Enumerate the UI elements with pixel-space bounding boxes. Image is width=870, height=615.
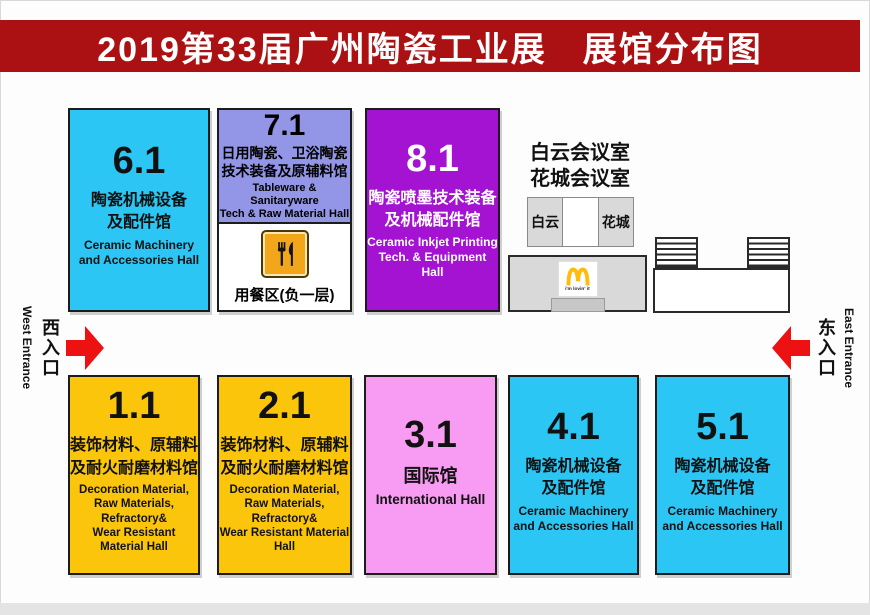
west-entrance-label-zh: 西入口 bbox=[40, 318, 60, 378]
hall-name-zh: 装饰材料、原辅料 及耐火耐磨材料馆 bbox=[70, 437, 199, 477]
hall-5-1: 5.1 陶瓷机械设备 及配件馆 Ceramic Machinery and Ac… bbox=[655, 375, 790, 575]
meeting-room-baiyun: 白云 bbox=[527, 197, 564, 247]
mcdonalds-slogan: i'm lovin' it bbox=[565, 286, 590, 292]
hall-name-zh: 国际馆 bbox=[403, 465, 458, 486]
meeting-rooms: 白云 花城 bbox=[527, 197, 634, 247]
hall-name-zh: 陶瓷喷墨技术装备 及机械配件馆 bbox=[368, 189, 497, 229]
hall-number: 1.1 bbox=[107, 385, 161, 428]
hall-name-zh: 日用陶瓷、卫浴陶瓷 技术装备及原辅料馆 bbox=[221, 144, 348, 179]
hall-number: 2.1 bbox=[258, 385, 311, 428]
hall-name-en: International Hall bbox=[375, 492, 486, 508]
hall-name-en: Tableware & Sanitaryware Tech & Raw Mate… bbox=[219, 181, 350, 221]
hall-number: 7.1 bbox=[263, 108, 306, 142]
hall-3-1: 3.1 国际馆 International Hall bbox=[364, 375, 497, 575]
meeting-room-huacheng: 花城 bbox=[597, 197, 634, 247]
hall-number: 4.1 bbox=[547, 406, 600, 449]
golden-arches-icon bbox=[566, 267, 589, 286]
stairs-icon bbox=[655, 237, 698, 268]
hall-2-1: 2.1 装饰材料、原辅料 及耐火耐磨材料馆 Decoration Materia… bbox=[217, 375, 352, 575]
east-entrance-label-en: East Entrance bbox=[842, 307, 856, 389]
west-entrance-label-en: West Entrance bbox=[20, 306, 34, 390]
east-entrance-label-zh: 东入口 bbox=[816, 318, 836, 378]
dining-label: 用餐区(负一层) bbox=[234, 286, 335, 304]
hall-name-en: Ceramic Machinery and Accessories Hall bbox=[662, 503, 783, 533]
hall-number: 5.1 bbox=[696, 406, 749, 449]
mcdonalds-building: i'm lovin' it bbox=[508, 255, 647, 312]
hall-name-en: Ceramic Inkjet Printing Tech. & Equipmen… bbox=[367, 235, 498, 280]
hall-number: 8.1 bbox=[406, 137, 459, 180]
hall-name-en: Ceramic Machinery and Accessories Hall bbox=[78, 237, 200, 267]
hall-number: 6.1 bbox=[112, 140, 166, 183]
page-edge bbox=[0, 603, 870, 615]
hall-name-zh: 陶瓷机械设备 及配件馆 bbox=[525, 458, 622, 498]
mcdonalds-logo: i'm lovin' it bbox=[557, 261, 598, 297]
hall-name-zh: 装饰材料、原辅料 及耐火耐磨材料馆 bbox=[220, 437, 349, 477]
hall-name-en: Decoration Material, Raw Materials, Refr… bbox=[219, 483, 350, 554]
east-building bbox=[653, 268, 790, 313]
dining-area: 用餐区(负一层) bbox=[219, 224, 350, 310]
west-entrance: West Entrance 西入口 bbox=[20, 298, 104, 398]
hall-8-1: 8.1 陶瓷喷墨技术装备 及机械配件馆 Ceramic Inkjet Print… bbox=[365, 108, 500, 312]
hall-6-1: 6.1 陶瓷机械设备 及配件馆 Ceramic Machinery and Ac… bbox=[68, 108, 210, 312]
hall-number: 3.1 bbox=[404, 414, 457, 457]
west-entrance-arrow-icon bbox=[66, 325, 104, 371]
fork-knife-icon bbox=[260, 229, 309, 278]
page-title: 2019第33届广州陶瓷工业展 展馆分布图 bbox=[0, 20, 860, 72]
hall-7-1-block: 7.1 日用陶瓷、卫浴陶瓷 技术装备及原辅料馆 Tableware & Sani… bbox=[217, 108, 352, 312]
hall-name-en: Decoration Material, Raw Materials, Refr… bbox=[79, 483, 189, 554]
hall-1-1: 1.1 装饰材料、原辅料 及耐火耐磨材料馆 Decoration Materia… bbox=[68, 375, 200, 575]
meeting-rooms-title: 白云会议室 花城会议室 bbox=[530, 142, 630, 190]
east-entrance-arrow-icon bbox=[772, 325, 810, 371]
meeting-room-corridor bbox=[562, 197, 599, 247]
hall-name-en: Ceramic Machinery and Accessories Hall bbox=[513, 503, 634, 533]
east-entrance: 东入口 East Entrance bbox=[772, 298, 856, 398]
hall-name-zh: 陶瓷机械设备 及配件馆 bbox=[674, 458, 771, 498]
hall-7-1: 7.1 日用陶瓷、卫浴陶瓷 技术装备及原辅料馆 Tableware & Sani… bbox=[219, 110, 350, 224]
building-door bbox=[550, 298, 605, 312]
hall-4-1: 4.1 陶瓷机械设备 及配件馆 Ceramic Machinery and Ac… bbox=[508, 375, 639, 575]
stairs-icon bbox=[747, 237, 790, 268]
hall-name-zh: 陶瓷机械设备 及配件馆 bbox=[90, 192, 187, 232]
